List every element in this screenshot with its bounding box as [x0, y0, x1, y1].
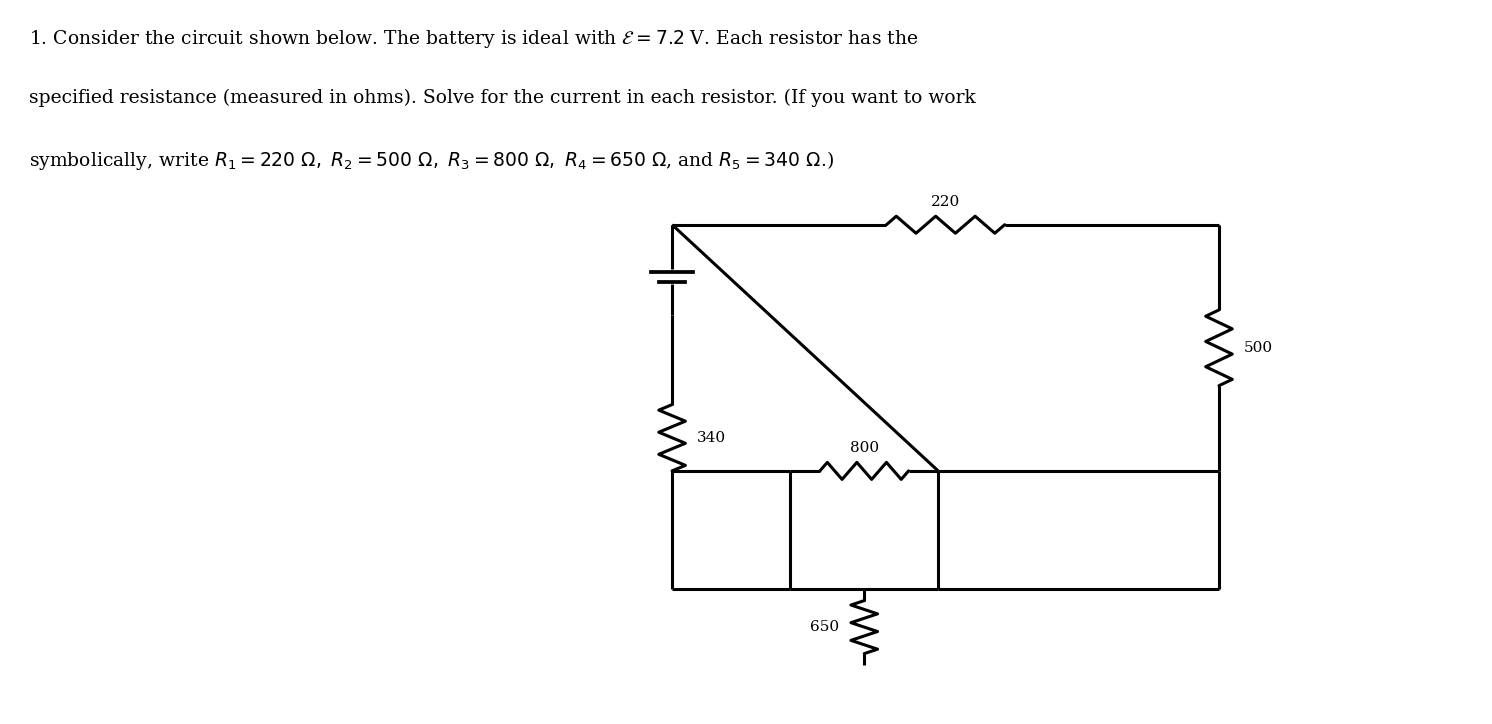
- Text: 500: 500: [1244, 341, 1273, 355]
- Text: 650: 650: [810, 620, 839, 634]
- Text: 340: 340: [697, 431, 727, 445]
- Text: symbolically, write $R_1 = 220\ \Omega,\ R_2 = 500\ \Omega,\ R_3 = 800\ \Omega,\: symbolically, write $R_1 = 220\ \Omega,\…: [30, 149, 834, 172]
- Text: 1. Consider the circuit shown below. The battery is ideal with $\mathcal{E} = 7.: 1. Consider the circuit shown below. The…: [30, 28, 919, 50]
- Text: 800: 800: [849, 441, 879, 455]
- Text: 220: 220: [931, 195, 961, 209]
- Text: specified resistance (measured in ohms). Solve for the current in each resistor.: specified resistance (measured in ohms).…: [30, 88, 976, 107]
